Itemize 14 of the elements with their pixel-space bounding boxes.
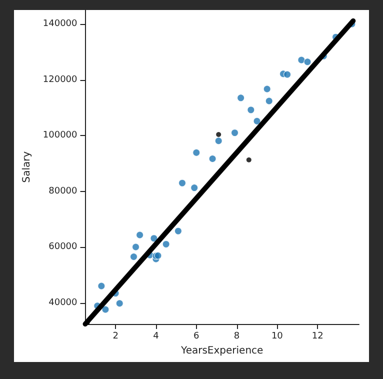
x-tick-label: 6: [194, 332, 200, 342]
x-tick-label: 10: [271, 332, 284, 342]
x-axis-title: YearsExperience: [180, 346, 264, 356]
y-tick-label: 100000: [42, 130, 78, 141]
y-tick-label: 60000: [48, 242, 78, 252]
y-tick-label: 40000: [48, 298, 78, 308]
y-axis-title: Salary: [22, 151, 32, 183]
y-tick-label: 80000: [48, 186, 78, 196]
x-tick-label: 4: [153, 332, 160, 342]
x-tick-label: 12: [312, 332, 324, 342]
y-tick-label: 120000: [42, 74, 78, 85]
x-tick-label: 2: [112, 332, 118, 342]
y-tick-label: 140000: [42, 18, 78, 29]
x-tick-label: 8: [234, 332, 240, 342]
